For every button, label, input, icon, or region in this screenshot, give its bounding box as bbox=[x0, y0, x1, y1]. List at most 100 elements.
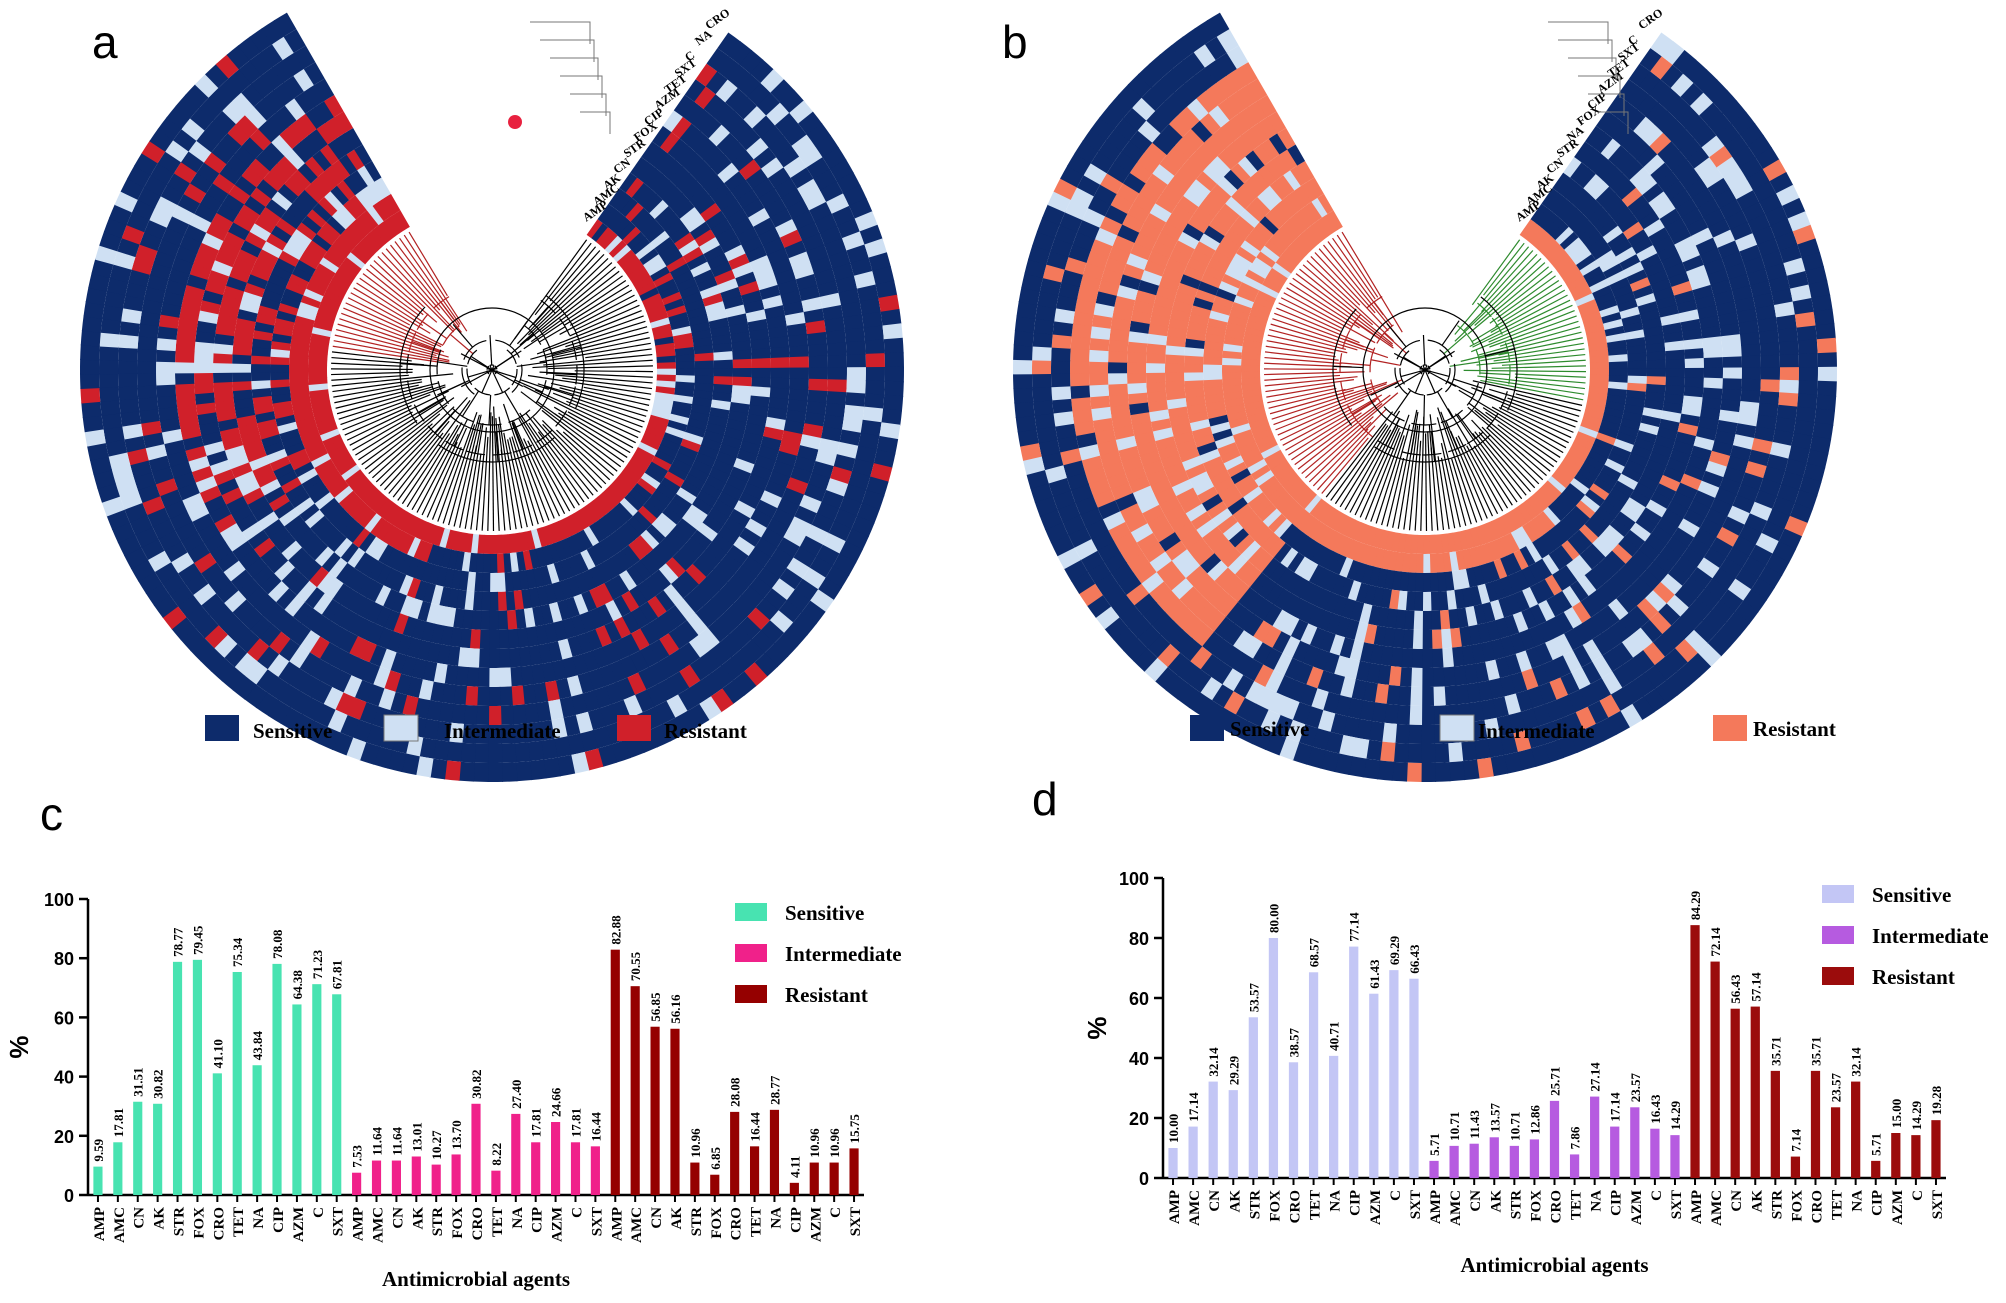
heatmap-cell bbox=[1228, 527, 1249, 548]
tree-branch bbox=[434, 410, 456, 434]
heatmap-cell bbox=[1506, 552, 1522, 574]
bar bbox=[1590, 1096, 1600, 1178]
heatmap-cell bbox=[215, 323, 236, 337]
heatmap-cell bbox=[713, 351, 733, 362]
heatmap-cell bbox=[641, 293, 662, 307]
heatmap-cell bbox=[658, 655, 680, 679]
heatmap-cell bbox=[1547, 502, 1566, 522]
heatmap-cell bbox=[703, 175, 725, 196]
heatmap-cell bbox=[664, 298, 685, 312]
heatmap-cell bbox=[1461, 587, 1474, 608]
heatmap-cell bbox=[232, 675, 257, 700]
heatmap-cell bbox=[414, 519, 429, 540]
heatmap-cell bbox=[1638, 210, 1660, 230]
heatmap-cell bbox=[705, 541, 728, 563]
heatmap-cell bbox=[1213, 567, 1236, 589]
heatmap-cell bbox=[488, 705, 502, 725]
heatmap-cell bbox=[846, 353, 866, 369]
data-label: 35.71 bbox=[1768, 1037, 1783, 1066]
heatmap-cell bbox=[622, 226, 642, 246]
data-label: 16.43 bbox=[1648, 1094, 1663, 1124]
heatmap-cell bbox=[1368, 566, 1381, 587]
heatmap-cell bbox=[666, 256, 687, 273]
heatmap-cell bbox=[1299, 623, 1318, 645]
heatmap-cell bbox=[1551, 655, 1572, 678]
heatmap-cell bbox=[1339, 577, 1354, 599]
heatmap-cell bbox=[697, 445, 719, 461]
heatmap-cell bbox=[1572, 287, 1593, 302]
heatmap-cell bbox=[1656, 517, 1679, 537]
heatmap-cell bbox=[1217, 176, 1238, 197]
heatmap-cell bbox=[1203, 356, 1223, 366]
heatmap-cell bbox=[1685, 178, 1708, 200]
tree-branch bbox=[519, 416, 576, 509]
tree-branch bbox=[528, 306, 549, 330]
heatmap-cell bbox=[682, 180, 704, 201]
heatmap-cell bbox=[1224, 328, 1245, 340]
bar bbox=[1851, 1081, 1861, 1178]
heatmap-cell bbox=[451, 530, 462, 551]
heatmap-cell bbox=[432, 739, 450, 761]
heatmap-cell bbox=[673, 94, 696, 118]
heatmap-cell bbox=[270, 348, 290, 358]
heatmap-cell bbox=[1505, 593, 1522, 615]
data-label: 14.29 bbox=[1668, 1100, 1683, 1130]
tree-branch bbox=[409, 382, 439, 391]
heatmap-cell bbox=[489, 534, 497, 555]
heatmap-cell bbox=[1521, 522, 1539, 543]
heatmap-cell bbox=[717, 525, 740, 546]
x-tick-label: C bbox=[569, 1207, 585, 1218]
heatmap-cell bbox=[1668, 271, 1690, 288]
heatmap-cell bbox=[479, 610, 490, 630]
heatmap-cell bbox=[83, 301, 105, 319]
heatmap-cell bbox=[855, 445, 877, 465]
heatmap-cell bbox=[323, 95, 344, 118]
heatmap-cell bbox=[1257, 438, 1278, 454]
heatmap-cell bbox=[250, 186, 272, 207]
heatmap-cell bbox=[1584, 518, 1605, 538]
heatmap-cell bbox=[637, 188, 658, 209]
heatmap-cell bbox=[210, 657, 235, 682]
heatmap-cell bbox=[395, 634, 413, 656]
heatmap-cell bbox=[332, 583, 352, 605]
tree-branch bbox=[532, 417, 598, 493]
heatmap-cell bbox=[1530, 203, 1548, 224]
heatmap-cell bbox=[125, 281, 148, 300]
bar bbox=[312, 984, 322, 1195]
heatmap-cell bbox=[189, 213, 212, 233]
heatmap-cell bbox=[725, 88, 749, 112]
heatmap-cell bbox=[806, 123, 831, 147]
heatmap-cell bbox=[1671, 491, 1694, 510]
heatmap-cell bbox=[1606, 270, 1627, 286]
heatmap-cell bbox=[578, 507, 595, 527]
heatmap-cell bbox=[1260, 138, 1281, 160]
tree-branch bbox=[334, 384, 419, 404]
heatmap-cell bbox=[1399, 667, 1413, 687]
heatmap-cell bbox=[1175, 486, 1198, 505]
heatmap-cell bbox=[626, 231, 646, 250]
heatmap-cell bbox=[312, 202, 333, 222]
heatmap-cell bbox=[1278, 223, 1298, 243]
heatmap-cell bbox=[1422, 572, 1431, 592]
heatmap-cell bbox=[1222, 350, 1242, 360]
heatmap-cell bbox=[1466, 682, 1482, 704]
heatmap-cell bbox=[865, 366, 885, 382]
heatmap-cell bbox=[642, 431, 663, 445]
heatmap-cell bbox=[1227, 553, 1248, 575]
heatmap-cell bbox=[1463, 528, 1475, 549]
heatmap-cell bbox=[1624, 329, 1645, 341]
chart-legend-swatch bbox=[735, 944, 767, 962]
heatmap-cell bbox=[358, 508, 377, 529]
x-tick-label: CN bbox=[132, 1207, 148, 1229]
heatmap-cell bbox=[500, 705, 515, 725]
heatmap-cell bbox=[778, 599, 802, 624]
heatmap-cell bbox=[381, 524, 398, 545]
heatmap-cell bbox=[704, 474, 727, 493]
heatmap-cell bbox=[721, 110, 745, 134]
heatmap-cell bbox=[703, 430, 724, 445]
heatmap-cell bbox=[1545, 216, 1565, 236]
heatmap-cell bbox=[1645, 383, 1666, 395]
heatmap-cell bbox=[361, 486, 380, 505]
heatmap-cell bbox=[255, 692, 280, 717]
heatmap-cell bbox=[630, 207, 650, 228]
